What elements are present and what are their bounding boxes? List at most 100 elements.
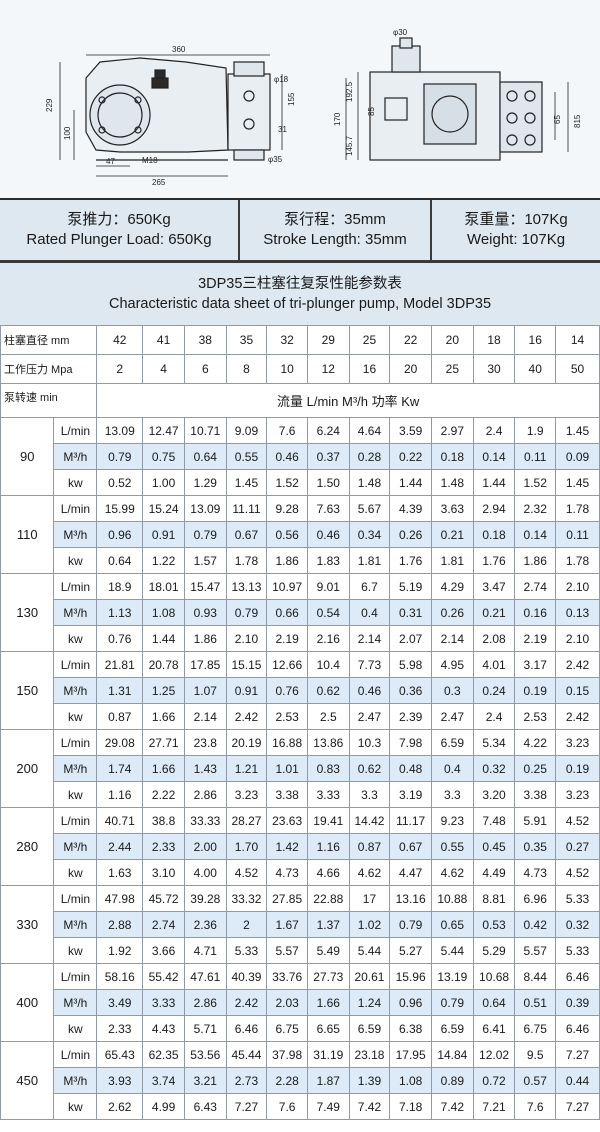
table-row: M³/h 0.79 0.75 0.64 0.55 0.46 0.37 0.28 0.22 0.18… <box>1 443 600 470</box>
value-cell: 4.00 <box>183 859 227 886</box>
value-cell: 2 <box>225 911 268 938</box>
value-cell: 0.37 <box>306 443 350 470</box>
value-cell: 27.71 <box>142 729 185 756</box>
value-cell: 0.91 <box>225 677 268 704</box>
end-view-plate <box>423 83 477 145</box>
value-cell: 1.02 <box>348 911 391 938</box>
spec-stroke-length: 泵行程：35mm Stroke Length: 35mm <box>240 200 432 260</box>
value-cell: 2.94 <box>472 495 516 522</box>
spec-weight-cn: 泵重量：107Kg <box>464 211 568 228</box>
value-cell: 2.74 <box>514 573 557 600</box>
value-cell: 3.17 <box>514 651 557 678</box>
crank-cover-circle <box>89 84 151 146</box>
value-cell: 1.31 <box>96 677 144 704</box>
value-cell: 2.14 <box>348 625 391 652</box>
table-row: M³/h 2.88 2.74 2.36 2 1.67 1.37 1.02 0.79 0.65 0.5… <box>1 911 600 938</box>
value-cell: 4.62 <box>348 859 391 886</box>
value-cell: 4.64 <box>348 417 391 444</box>
table-row: 150 L/min 21.81 20.78 17.85 15.15 12.66 10.4 7.7… <box>0 651 600 730</box>
value-cell: 0.72 <box>472 1067 516 1094</box>
value-cell: 15.15 <box>225 651 268 678</box>
value-cell: 28.27 <box>225 807 268 834</box>
value-cell: 1.70 <box>225 833 268 860</box>
value-cell: 4.39 <box>389 495 432 522</box>
value-cell: 10.3 <box>348 729 391 756</box>
value-cell: 65.43 <box>96 1041 144 1068</box>
value-cell: 0.67 <box>389 833 432 860</box>
pressure-cell: 2 <box>96 354 144 384</box>
bolt-hole <box>134 96 142 104</box>
unit-cell: M³/h <box>53 833 98 860</box>
spec-plunger-load: 泵推力：650Kg Rated Plunger Load: 650Kg <box>0 200 240 260</box>
value-cell: 0.21 <box>472 599 516 626</box>
value-cell: 7.6 <box>266 1093 308 1120</box>
value-cell: 2.32 <box>514 495 557 522</box>
speed-cell: 450 <box>0 1041 55 1120</box>
table-row: kw 0.52 1.00 1.29 1.45 1.52 1.50 1.48 1.44 1.48 1.… <box>1 469 600 496</box>
unit-cell: kw <box>53 781 98 808</box>
value-cell: 0.14 <box>514 521 557 548</box>
spec-load-cn: 泵推力：650Kg <box>67 211 171 228</box>
value-cell: 3.19 <box>389 781 432 808</box>
end-view-shaft <box>399 37 413 49</box>
value-cell: 13.16 <box>389 885 432 912</box>
valve-bolt <box>524 134 536 146</box>
unit-cell: L/min <box>53 729 98 756</box>
value-cell: 6.46 <box>225 1015 268 1042</box>
value-cell: 0.51 <box>514 989 557 1016</box>
table-row: M³/h 3.49 3.33 2.86 2.42 2.03 1.66 1.24 0.96 0.79… <box>1 989 600 1016</box>
value-cell: 33.76 <box>266 963 308 990</box>
value-cell: 1.76 <box>389 547 432 574</box>
valve-bolt <box>524 112 536 124</box>
value-cell: 5.44 <box>348 937 391 964</box>
value-cell: 0.22 <box>389 443 432 470</box>
value-cell: 1.78 <box>555 495 600 522</box>
value-cell: 0.62 <box>306 677 350 704</box>
value-cell: 2.42 <box>225 703 268 730</box>
value-cell: 13.09 <box>183 495 227 522</box>
value-cell: 3.93 <box>96 1067 144 1094</box>
value-cell: 31.19 <box>306 1041 350 1068</box>
value-cell: 0.32 <box>555 911 600 938</box>
value-cell: 7.63 <box>306 495 350 522</box>
value-cell: 0.56 <box>266 521 308 548</box>
value-cell: 6.75 <box>266 1015 308 1042</box>
pressure-cell: 30 <box>472 354 516 384</box>
value-cell: 45.44 <box>225 1041 268 1068</box>
value-cell: 0.52 <box>96 469 144 496</box>
bolt-hole <box>98 126 106 134</box>
table-row: 450 L/min 65.43 62.35 53.56 45.44 37.98 31.19 23… <box>0 1041 600 1120</box>
diameter-cell: 42 <box>96 325 144 355</box>
table-row: 200 L/min 29.08 27.71 23.8 20.19 16.88 13.86 10.… <box>0 729 600 808</box>
dim-label-155: 155 <box>287 92 296 106</box>
flow-header: 流量 L/min M³/h 功率 Kw <box>96 383 600 418</box>
value-cell: 15.99 <box>96 495 144 522</box>
value-cell: 7.98 <box>389 729 432 756</box>
value-cell: 1.81 <box>430 547 474 574</box>
value-cell: 5.19 <box>389 573 432 600</box>
value-cell: 0.93 <box>183 599 227 626</box>
value-cell: 0.65 <box>430 911 474 938</box>
value-cell: 2.22 <box>142 781 185 808</box>
value-cell: 10.4 <box>306 651 350 678</box>
value-cell: 2.33 <box>142 833 185 860</box>
value-cell: 1.45 <box>555 417 600 444</box>
value-cell: 1.13 <box>96 599 144 626</box>
value-cell: 0.26 <box>389 521 432 548</box>
value-cell: 14.84 <box>430 1041 474 1068</box>
value-cell: 2.19 <box>266 625 308 652</box>
value-cell: 3.59 <box>389 417 432 444</box>
value-cell: 12.47 <box>142 417 185 444</box>
value-cell: 0.55 <box>225 443 268 470</box>
fluid-end <box>227 73 271 151</box>
value-cell: 3.38 <box>266 781 308 808</box>
value-cell: 5.33 <box>225 937 268 964</box>
value-cell: 22.88 <box>306 885 350 912</box>
value-cell: 21.81 <box>96 651 144 678</box>
value-cell: 6.46 <box>555 963 600 990</box>
value-cell: 11.11 <box>225 495 268 522</box>
value-cell: 5.98 <box>389 651 432 678</box>
value-cell: 2.47 <box>348 703 391 730</box>
unit-cell: L/min <box>53 963 98 990</box>
value-cell: 2.42 <box>225 989 268 1016</box>
